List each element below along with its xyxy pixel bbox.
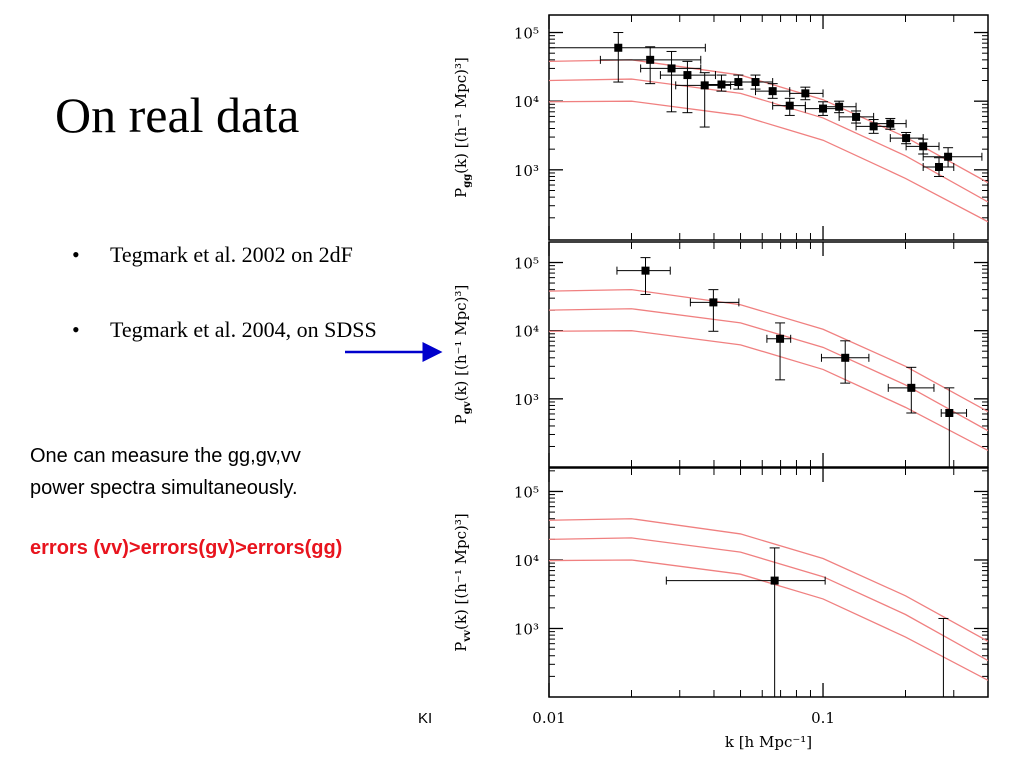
y-label-main: P — [452, 414, 470, 424]
frame — [548, 14, 989, 241]
panel: 10³ 10⁴ 10⁵ 0.01 0.1 k [h Mpc⁻¹] Pvv(k) [(h⁻¹ … — [452, 467, 989, 751]
frame — [548, 241, 989, 468]
y-tick-label: 10⁴ — [514, 552, 539, 570]
data-point — [667, 64, 676, 73]
y-tick-label: 10³ — [514, 391, 539, 409]
bullet-text: Tegmark et al. 2004, on SDSS — [110, 317, 377, 342]
y-tick-label: 10⁴ — [514, 93, 539, 111]
highlight: errors (vv)>errors(gv)>errors(gg) — [30, 537, 342, 559]
frame — [548, 467, 989, 698]
model-curve — [549, 537, 988, 662]
data-point — [939, 714, 947, 722]
model-curve — [549, 59, 988, 184]
data-point — [944, 152, 953, 161]
data-point — [907, 383, 916, 392]
y-axis-label: Pgv(k) [(h⁻¹ Mpc)³] — [452, 285, 473, 425]
footer: KI — [418, 710, 432, 727]
data-point — [768, 87, 777, 96]
data-point — [646, 55, 655, 64]
y-tick-label: 10⁵ — [514, 255, 539, 273]
bullet-text: Tegmark et al. 2002 on 2dF — [110, 242, 353, 267]
bullet: Tegmark et al. 2002 on 2dF — [110, 242, 353, 267]
model-curve — [549, 559, 988, 681]
y-label-sub: vv — [462, 629, 473, 643]
data-point — [776, 334, 785, 343]
panel: 10³ 10⁴ 10⁵ Pgv(k) [(h⁻¹ Mpc)³] — [452, 241, 989, 468]
y-tick-label: 10⁵ — [514, 25, 539, 43]
plot-area — [549, 257, 988, 467]
note-line: power spectra simultaneously. — [30, 477, 298, 499]
data-point — [801, 89, 810, 98]
slide-title: On real data — [55, 87, 299, 143]
model-curve — [549, 288, 988, 413]
note-line: One can measure the gg,gv,vv — [30, 445, 301, 467]
y-tick-label: 10⁴ — [514, 323, 539, 341]
bullet: Tegmark et al. 2004, on SDSS — [110, 317, 377, 342]
y-tick-label: 10³ — [514, 620, 539, 638]
model-curve — [549, 518, 988, 642]
x-tick-label: 0.01 — [532, 709, 565, 727]
data-point — [641, 266, 650, 275]
model-curve — [549, 78, 988, 203]
y-label-rest: (k) [(h⁻¹ Mpc)³] — [452, 513, 470, 630]
y-label-main: P — [452, 642, 470, 652]
data-point — [770, 576, 779, 585]
data-point — [751, 78, 760, 87]
data-point — [945, 408, 954, 417]
x-axis-label: k [h Mpc⁻¹] — [725, 733, 812, 751]
plot-area — [549, 518, 988, 722]
model-curve — [549, 330, 988, 452]
data-point — [785, 101, 794, 110]
data-point — [683, 71, 692, 80]
plot-area — [549, 32, 988, 223]
data-point — [902, 134, 911, 143]
bullet-dot: • — [72, 317, 80, 342]
data-point — [841, 353, 850, 362]
y-axis-label: Pvv(k) [(h⁻¹ Mpc)³] — [452, 513, 473, 651]
data-point — [919, 142, 928, 151]
panel: 10³ 10⁴ 10⁵ Pgg(k) [(h⁻¹ Mpc)³] — [452, 14, 989, 241]
data-point — [935, 162, 944, 171]
bullet-dot: • — [72, 242, 80, 267]
data-point — [835, 102, 844, 111]
y-label-rest: (k) [(h⁻¹ Mpc)³] — [452, 285, 470, 402]
data-point — [614, 43, 623, 52]
y-label-sub: gv — [462, 400, 473, 414]
data-point — [886, 119, 895, 128]
data-point — [852, 112, 861, 121]
x-tick-label: 0.1 — [811, 709, 835, 727]
y-label-rest: (k) [(h⁻¹ Mpc)³] — [452, 57, 470, 174]
y-label-main: P — [452, 188, 470, 198]
y-tick-label: 10⁵ — [514, 483, 539, 501]
model-curve — [549, 308, 988, 432]
y-axis-label: Pgg(k) [(h⁻¹ Mpc)³] — [452, 57, 473, 198]
model-curve — [549, 100, 988, 223]
y-tick-label: 10³ — [514, 162, 539, 180]
data-point — [709, 298, 718, 307]
y-label-sub: gg — [462, 174, 473, 188]
